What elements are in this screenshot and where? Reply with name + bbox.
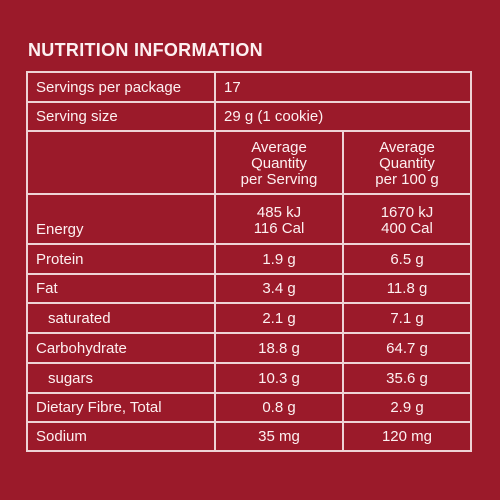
energy-kj-value: 485 kJ [256,204,302,221]
serving-size-label: Serving size [26,101,216,132]
nutrient-label: Protein [26,243,216,275]
nutrient-sublabel: saturated [26,302,216,334]
table-row-sodium: Sodium 35 mg 120 mg [26,421,472,452]
table-row: Serving size 29 g (1 cookie) [26,101,472,132]
column-header-line: per 100 g [375,171,439,188]
table-row-carbohydrate: Carbohydrate 18.8 g 64.7 g [26,332,472,364]
table-row-saturated: saturated 2.1 g 7.1 g [26,302,472,334]
per-serving-value: 3.4 g [214,273,344,304]
column-header-line: Quantity [251,155,307,172]
table-row: Servings per package 17 [26,71,472,103]
table-row-sugars: sugars 10.3 g 35.6 g [26,362,472,394]
column-header-per-100g: Average Quantity per 100 g [342,130,472,195]
servings-per-package-value: 17 [214,71,472,103]
page-title: NUTRITION INFORMATION [28,40,263,60]
per-100g-value: 6.5 g [342,243,472,275]
per-serving-value: 10.3 g [214,362,344,394]
table-row-energy: Energy 485 kJ 116 Cal 1670 kJ 400 Cal [26,193,472,245]
header-empty-cell [26,130,216,195]
nutrient-label: Fat [26,273,216,304]
servings-per-package-label: Servings per package [26,71,216,103]
energy-cal-value: 400 Cal [381,220,433,237]
nutrient-label: Carbohydrate [26,332,216,364]
nutrition-table: Servings per package 17 Serving size 29 … [26,71,472,452]
column-header-line: Average [251,139,307,156]
per-serving-value: 2.1 g [214,302,344,334]
energy-per-100g: 1670 kJ 400 Cal [342,193,472,245]
per-100g-value: 7.1 g [342,302,472,334]
table-row-protein: Protein 1.9 g 6.5 g [26,243,472,275]
table-row-fat: Fat 3.4 g 11.8 g [26,273,472,304]
per-serving-value: 1.9 g [214,243,344,275]
per-100g-value: 11.8 g [342,273,472,304]
serving-size-value: 29 g (1 cookie) [214,101,472,132]
nutrient-label: Energy [26,193,216,245]
column-header-per-serving: Average Quantity per Serving [214,130,344,195]
per-100g-value: 35.6 g [342,362,472,394]
energy-per-serving: 485 kJ 116 Cal [214,193,344,245]
per-100g-value: 120 mg [342,421,472,452]
column-header-line: per Serving [240,171,318,188]
nutrient-label: Sodium [26,421,216,452]
per-serving-value: 35 mg [214,421,344,452]
energy-cal-value: 116 Cal [253,220,305,237]
nutrient-label: Dietary Fibre, Total [26,392,216,423]
per-serving-value: 0.8 g [214,392,344,423]
per-100g-value: 64.7 g [342,332,472,364]
energy-kj-value: 1670 kJ [380,204,434,221]
column-header-line: Average [379,139,435,156]
per-100g-value: 2.9 g [342,392,472,423]
nutrient-sublabel: sugars [26,362,216,394]
per-serving-value: 18.8 g [214,332,344,364]
column-header-row: Average Quantity per Serving Average Qua… [26,130,472,195]
column-header-line: Quantity [379,155,435,172]
table-row-dietary-fibre: Dietary Fibre, Total 0.8 g 2.9 g [26,392,472,423]
